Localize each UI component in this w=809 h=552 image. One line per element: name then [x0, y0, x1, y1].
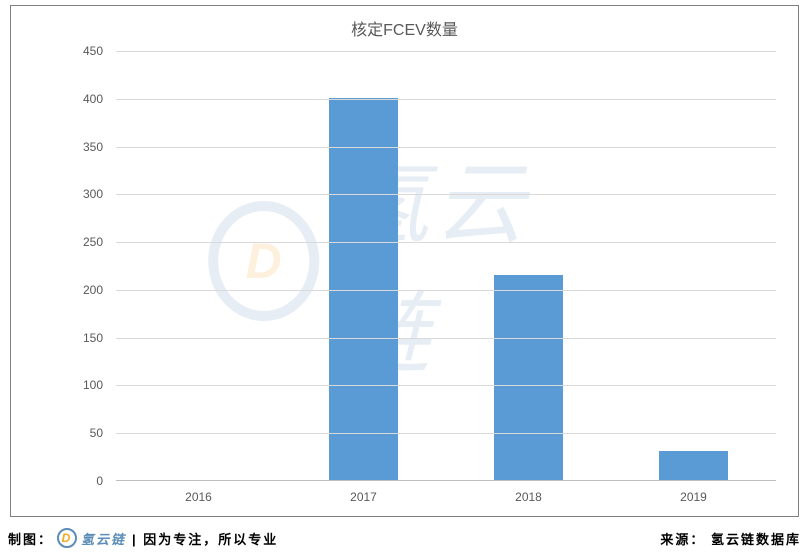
footer-tagline: | 因为专注，所以专业	[132, 529, 278, 548]
y-tick-label: 150	[83, 331, 103, 345]
footer-right: 来源： 氢云链数据库	[660, 529, 801, 548]
bar	[494, 275, 563, 480]
y-tick-label: 350	[83, 140, 103, 154]
grid-line	[116, 147, 776, 148]
x-tick-label: 2019	[680, 490, 707, 504]
y-tick-label: 100	[83, 378, 103, 392]
footer-left: 制图： D 氢云链 | 因为专注，所以专业	[8, 528, 278, 548]
grid-line	[116, 51, 776, 52]
footer-logo-icon: D	[57, 528, 77, 548]
footer-brand: 氢云链	[81, 529, 126, 548]
bars-layer	[116, 51, 776, 480]
footer-source-label: 来源：	[660, 532, 705, 547]
chart-title: 核定FCEV数量	[11, 6, 798, 40]
y-tick-label: 0	[96, 474, 103, 488]
grid-line	[116, 385, 776, 386]
grid-line	[116, 194, 776, 195]
footer-credit-label: 制图：	[8, 529, 53, 548]
grid-area	[116, 51, 776, 481]
grid-line	[116, 290, 776, 291]
y-tick-label: 300	[83, 187, 103, 201]
x-tick-label: 2018	[515, 490, 542, 504]
footer: 制图： D 氢云链 | 因为专注，所以专业 来源： 氢云链数据库	[0, 524, 809, 552]
y-tick-label: 50	[90, 426, 103, 440]
y-tick-label: 400	[83, 92, 103, 106]
x-tick-label: 2017	[350, 490, 377, 504]
y-tick-label: 250	[83, 235, 103, 249]
footer-source: 氢云链数据库	[711, 532, 801, 547]
bar	[659, 451, 728, 480]
grid-line	[116, 338, 776, 339]
grid-line	[116, 99, 776, 100]
x-axis: 2016 2017 2018 2019	[116, 486, 776, 506]
y-tick-label: 200	[83, 283, 103, 297]
plot-area: 050100150200250300350400450 201620172018…	[71, 51, 781, 481]
y-tick-label: 450	[83, 44, 103, 58]
grid-line	[116, 242, 776, 243]
grid-line	[116, 433, 776, 434]
y-axis: 050100150200250300350400450	[71, 51, 111, 481]
chart-container: 核定FCEV数量 D 氢云链 0501001502002503003504004…	[10, 5, 799, 517]
x-tick-label: 2016	[185, 490, 212, 504]
